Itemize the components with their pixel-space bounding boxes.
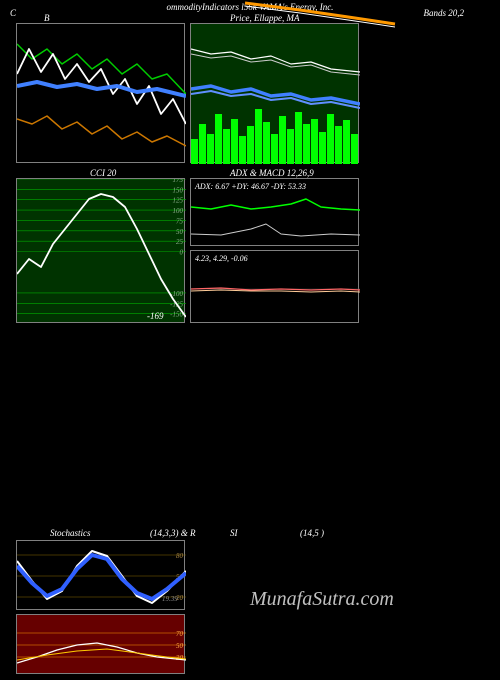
panel-adx-title: ADX & MACD 12,26,9 [230,168,314,178]
svg-text:50: 50 [176,642,184,650]
panel-macd-svg: 4.23, 4.29, -0.06 [191,251,360,324]
svg-text:-169: -169 [147,311,164,321]
panel-price-svg [191,24,360,164]
watermark: MunafaSutra.com [250,588,394,611]
svg-text:80: 80 [176,552,184,560]
panel-b-svg [17,24,186,164]
stoch-params: (14,3,3) & R [150,528,196,538]
panel-adx: ADX: 6.67 +DY: 46.67 -DY: 53.33 [190,178,359,246]
svg-text:ADX: 6.67 +DY: 46.67 -DY: 53.3: ADX: 6.67 +DY: 46.67 -DY: 53.33 [194,182,306,191]
stoch-right: (14,5 ) [300,528,324,538]
stoch-label: Stochastics [50,528,91,538]
svg-text:50: 50 [176,228,184,236]
panel-macd: 4.23, 4.29, -0.06 [190,250,359,323]
svg-text:100: 100 [173,207,184,215]
svg-text:19.39: 19.39 [162,595,178,603]
panel-cci-svg: 1751501251007550250-100-125-150-169 [17,179,186,324]
stoch-si: SI [230,528,238,538]
svg-text:70: 70 [176,630,184,638]
panel-adx-svg: ADX: 6.67 +DY: 46.67 -DY: 53.33 [191,179,360,247]
svg-text:125: 125 [173,197,184,205]
svg-text:0: 0 [180,249,184,257]
svg-text:75: 75 [176,217,184,225]
panel-rsi-svg: 705030 [17,615,186,675]
svg-text:175: 175 [173,179,184,184]
panel-cci-title: CCI 20 [90,168,116,178]
chart-container: ommodityIndicators l56k VAMA's Energy, I… [0,0,500,680]
panel-rsi: 705030 [16,614,185,674]
panel-cci: 1751501251007550250-100-125-150-169 [16,178,185,323]
svg-text:25: 25 [176,238,184,246]
panel-price [190,23,359,163]
panel-b [16,23,185,163]
orange-overlay [0,0,500,30]
panel-stoch: 80502019.39 [16,540,185,610]
svg-text:150: 150 [173,186,184,194]
panel-stoch-svg: 80502019.39 [17,541,186,611]
svg-text:4.23, 4.29, -0.06: 4.23, 4.29, -0.06 [195,254,248,263]
